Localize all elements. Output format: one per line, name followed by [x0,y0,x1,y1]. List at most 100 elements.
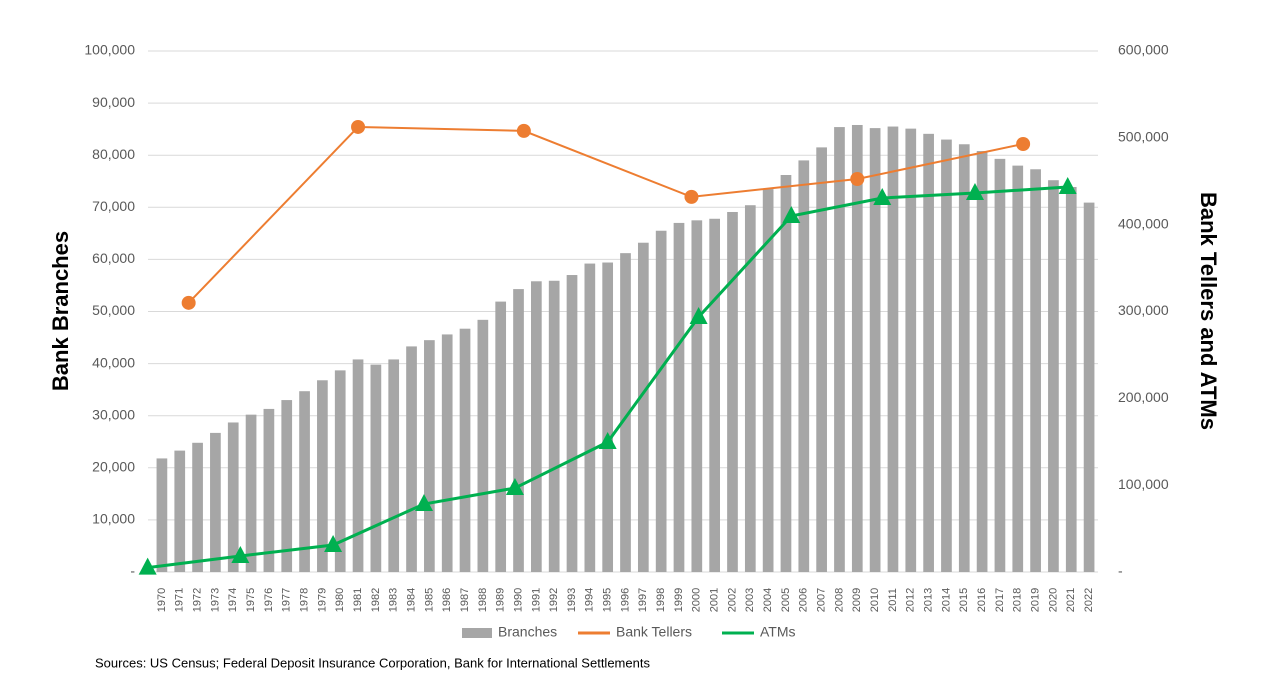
bar [887,126,899,573]
marker [231,546,250,564]
y-tick-label: 60,000 [92,250,135,266]
bar [317,380,328,572]
x-tick-label: 1982 [370,588,382,612]
bar [441,334,453,572]
x-tick-label: 2000 [691,588,703,612]
bar [424,340,435,572]
bar [798,160,810,572]
bar [834,127,845,572]
bar [727,211,738,572]
bar [923,133,934,573]
bar [281,400,293,572]
y-tick-label: 100,000 [84,42,135,58]
y-tick-label: 50,000 [92,302,135,318]
marker [516,123,531,138]
bar [388,359,400,572]
marker [415,494,434,512]
bar [1012,165,1024,572]
bar [1065,186,1077,572]
legend-label: ATMs [760,624,796,640]
x-tick-label: 2013 [923,588,935,612]
x-tick-label: 2014 [940,588,952,612]
x-tick-label: 2021 [1065,588,1077,612]
x-tick-label: 1987 [459,588,471,612]
x-tick-label: 2015 [958,588,970,612]
x-tick-label: 2010 [869,588,881,612]
bar [709,218,720,572]
x-tick-label: 1999 [673,588,685,612]
x-tick-label: 2022 [1083,588,1095,612]
y2-tick-label: 100,000 [1118,476,1169,492]
y2-axis-title: Bank Tellers and ATMs [1196,192,1221,430]
bar [958,144,970,572]
bar [370,364,382,572]
marker [873,188,892,206]
x-tick-label: 2004 [762,588,774,612]
bar [673,222,685,572]
marker [505,478,524,496]
marker [351,119,366,134]
bar [245,414,257,572]
marker [782,205,801,223]
x-tick-label: 1986 [441,588,453,612]
bar [548,280,560,572]
x-tick-label: 2009 [851,588,863,612]
bar [602,262,614,572]
bar [459,328,471,572]
y-tick-label: - [130,563,135,579]
bar [869,128,881,572]
marker [850,171,865,186]
x-tick-label: 2018 [1012,588,1024,612]
x-tick-label: 2007 [816,588,828,612]
bar [513,289,524,572]
marker [684,189,699,204]
marker [324,534,343,552]
bar [780,174,792,573]
bar [174,450,186,572]
y2-tick-label: 500,000 [1118,129,1169,145]
marker [965,182,984,200]
x-tick-label: 1972 [191,588,203,612]
x-tick-label: 1978 [298,588,310,612]
x-tick-label: 1984 [405,588,417,612]
x-tick-label: 1983 [388,588,400,612]
x-tick-label: 1970 [156,588,168,612]
marker [1016,136,1031,151]
bar [762,189,774,572]
marker [598,432,617,450]
x-tick-label: 2001 [709,588,721,612]
line [187,125,1024,304]
source-note: Sources: US Census; Federal Deposit Insu… [95,655,650,670]
legend-label: Bank Tellers [616,624,692,640]
y2-tick-label: 300,000 [1118,302,1169,318]
x-tick-label: 2019 [1030,588,1042,612]
y-tick-label: 30,000 [92,406,135,422]
bar [620,253,631,572]
bar [299,391,310,572]
bar [905,128,917,572]
x-tick-label: 1988 [477,588,489,612]
bar [227,422,239,572]
bar [851,124,863,573]
x-tick-label: 1973 [209,588,221,612]
bar [1048,180,1059,572]
y-tick-label: 90,000 [92,94,135,110]
x-tick-label: 1995 [602,588,614,612]
y-tick-label: 20,000 [92,459,135,475]
bar [1083,202,1095,572]
x-tick-label: 1975 [245,588,257,612]
x-tick-label: 2012 [905,588,917,612]
x-tick-label: 1977 [281,588,293,612]
x-tick-label: 1985 [423,588,435,612]
x-tick-label: 1991 [530,588,542,612]
bar [941,139,952,572]
bar [566,275,578,572]
x-tick-label: 2016 [976,588,988,612]
x-tick-label: 2020 [1047,588,1059,612]
x-tick-label: 1992 [548,588,560,612]
bar [156,458,168,572]
x-tick-label: 1980 [334,588,346,612]
x-tick-label: 1971 [174,588,186,612]
bar [637,242,649,572]
